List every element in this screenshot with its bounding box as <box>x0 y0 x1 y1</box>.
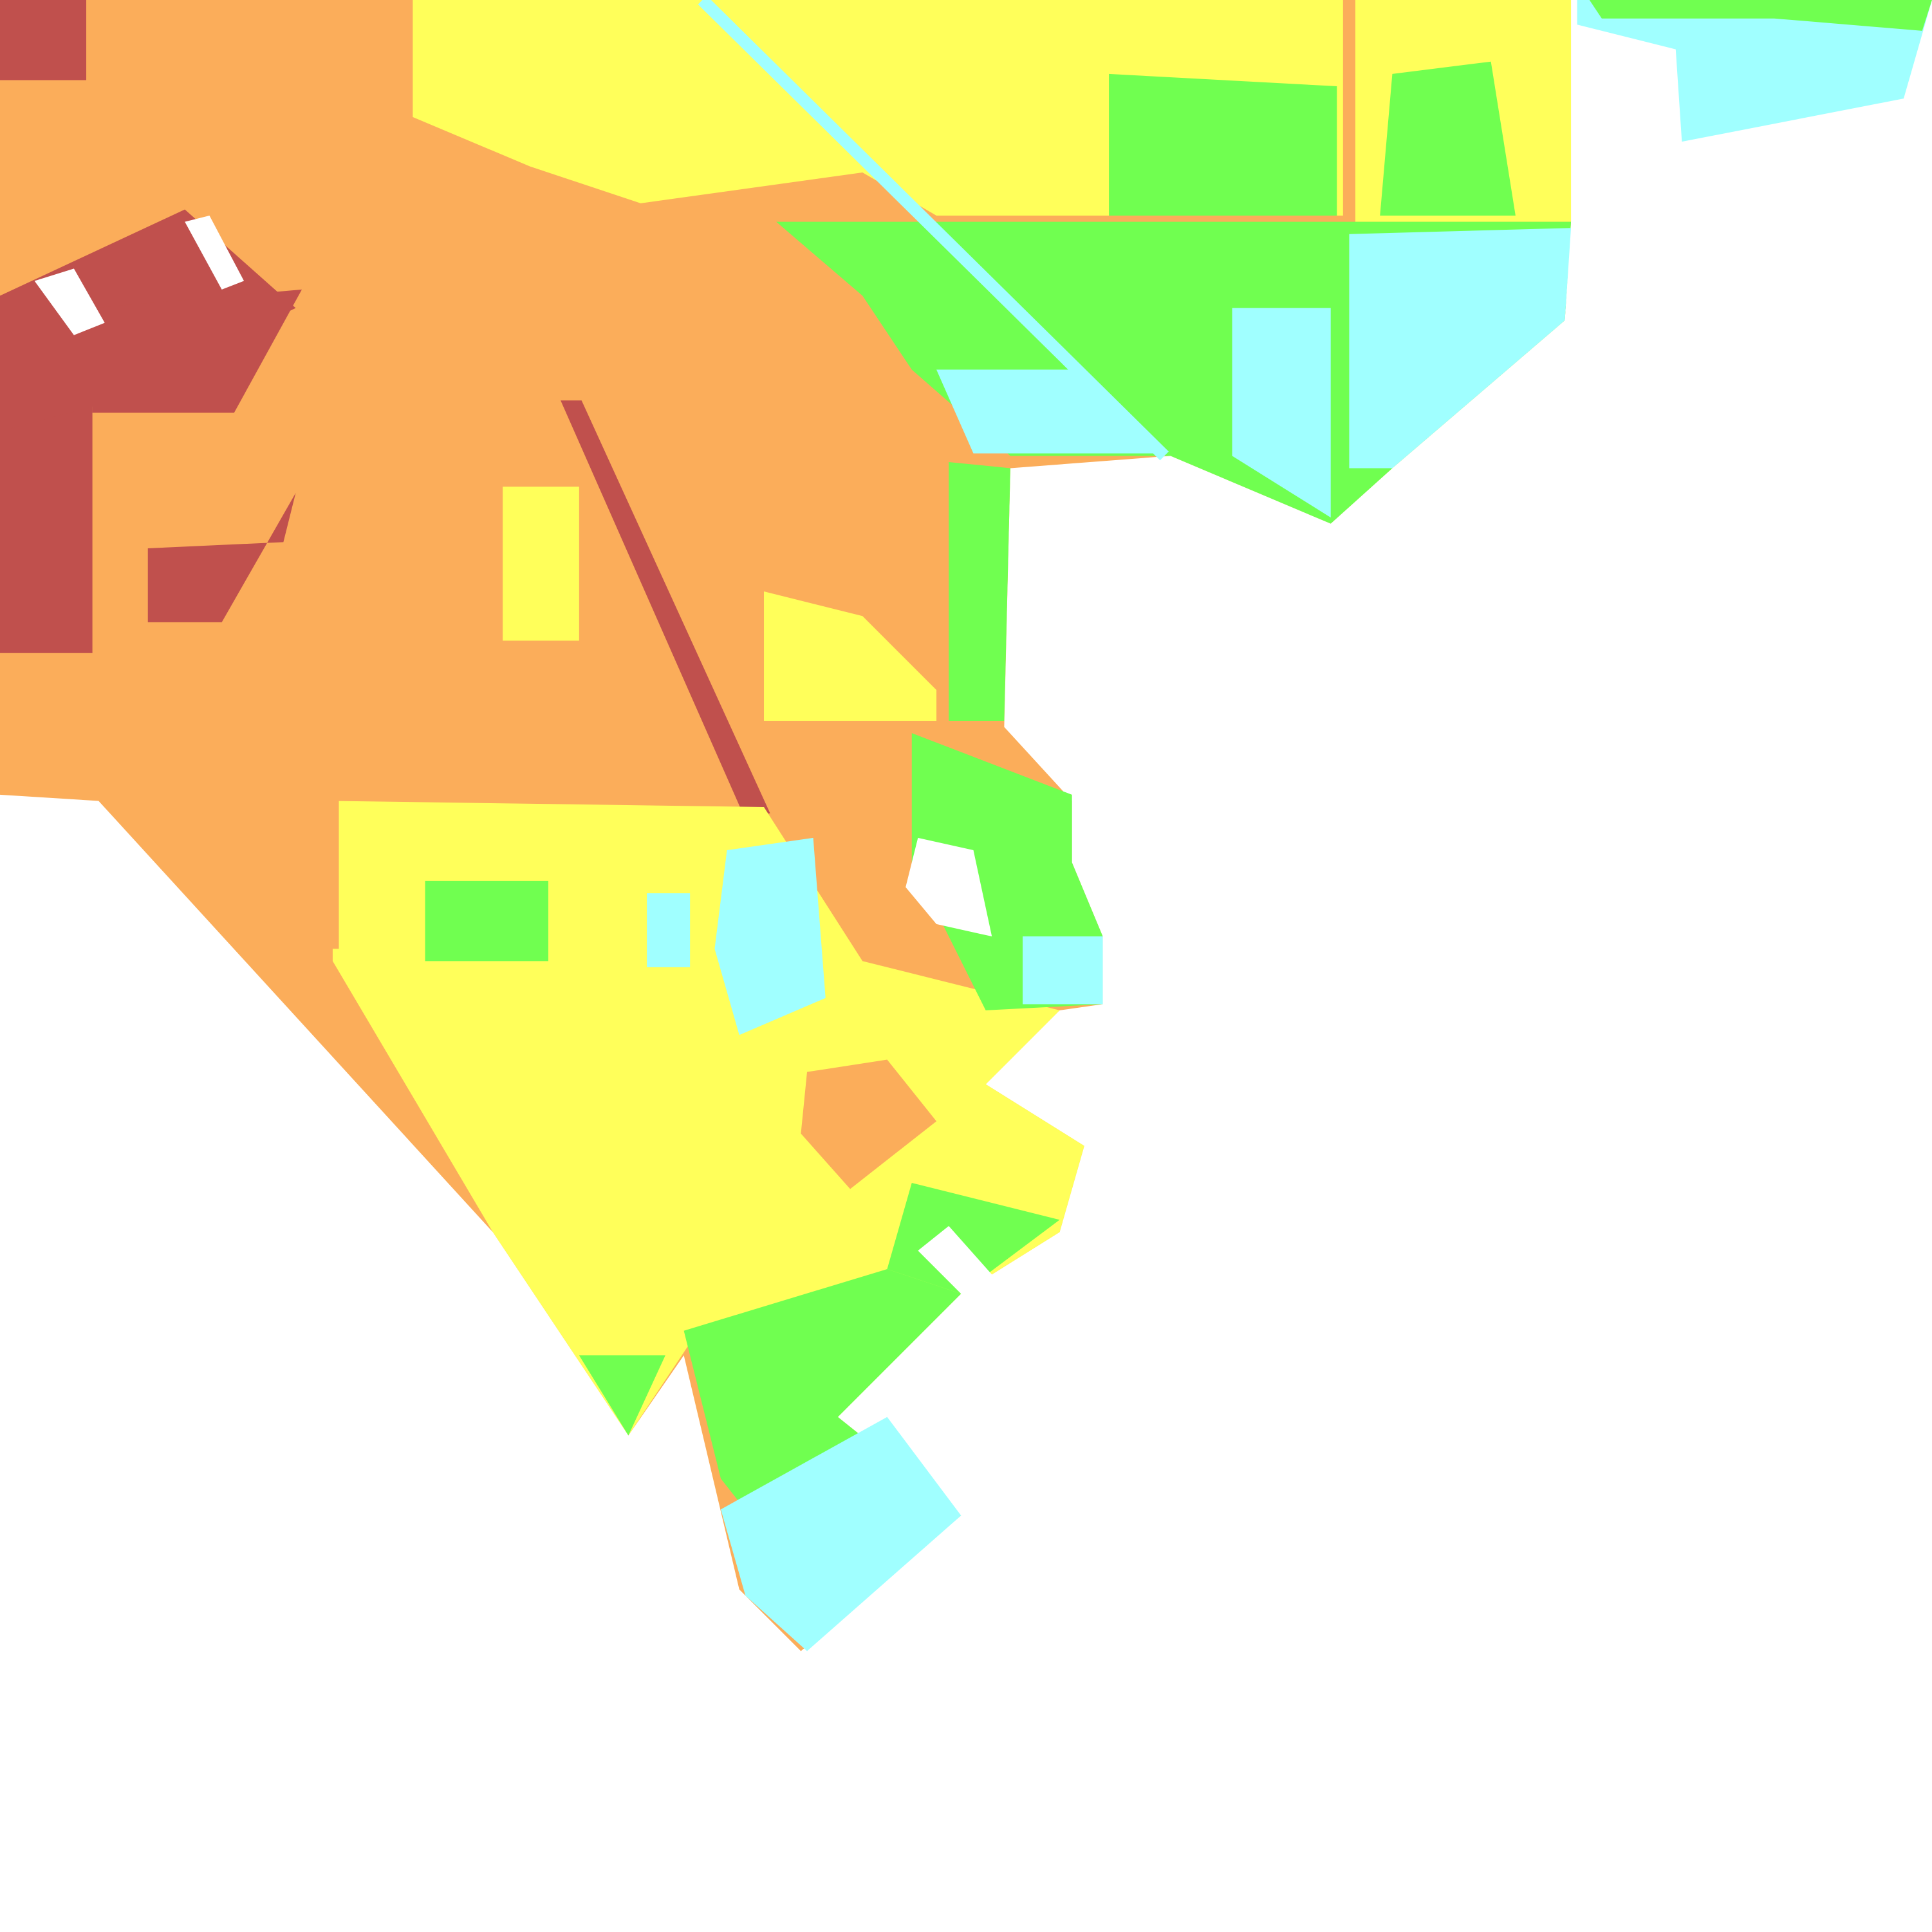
region-green-east-strip <box>949 461 1010 721</box>
region-cyan-east-fields <box>1023 936 1103 1005</box>
region-green-topright <box>1589 0 1932 31</box>
diagonal-road <box>698 0 1169 461</box>
pond-1 <box>34 268 105 335</box>
region-cyan-lower-mid <box>647 893 691 967</box>
region-green-southeast-strips <box>887 1182 1060 1294</box>
pond-2 <box>185 216 245 290</box>
region-cyan-lake <box>714 837 826 1036</box>
region-darkred-topleft <box>0 0 87 80</box>
region-cyan-upper <box>1349 228 1572 469</box>
region-green-southwest <box>579 1355 665 1436</box>
gap-strips <box>918 1225 998 1300</box>
region-cyan-south <box>721 1416 961 1651</box>
region-cyan-upper-center <box>1232 308 1331 518</box>
region-yellow-center2 <box>764 591 937 721</box>
region-darkred-block <box>147 492 296 622</box>
region-green-topright-strips <box>1380 61 1516 216</box>
region-cyan-topright <box>1577 0 1932 142</box>
region-yellow-center <box>503 487 579 641</box>
region-orange-lower-block <box>801 1059 937 1189</box>
region-green-top-strips <box>1109 73 1337 216</box>
region-darkred-mid <box>92 289 302 413</box>
region-darkred-canal <box>561 400 770 820</box>
region-green-lower-mid <box>425 880 548 961</box>
pond-east <box>906 837 992 937</box>
region-cyan-upper-mid <box>936 369 1165 454</box>
region-orange-lower-left <box>197 801 339 949</box>
